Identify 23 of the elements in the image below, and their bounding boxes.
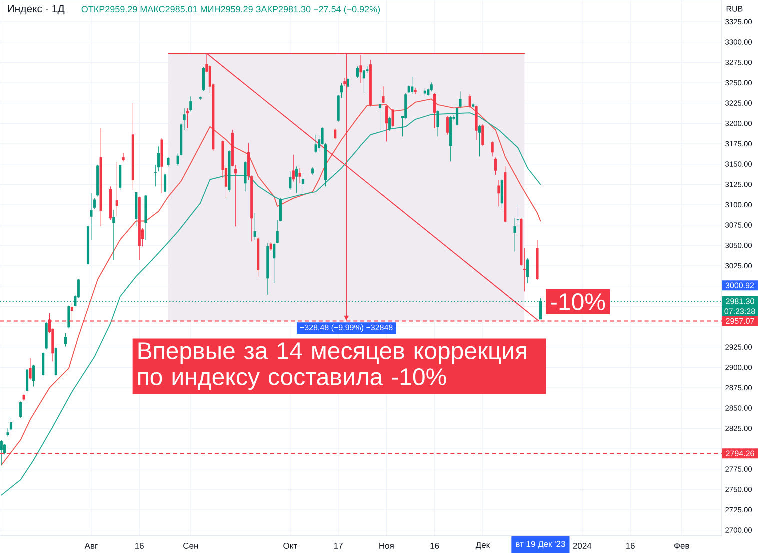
text: 3000.92: [726, 282, 754, 288]
x-tick-label: 16: [430, 542, 440, 549]
x-tick-label: Окт: [284, 542, 298, 549]
ref-line-label: 2957.07: [726, 318, 754, 324]
x-tick-label: Ноя: [380, 543, 394, 549]
chart-title: Индекс · 1Д: [8, 5, 65, 15]
x-tick-label: 2024: [573, 542, 592, 549]
x-tick-label: 16: [136, 542, 144, 549]
text: ОТКР2959.29 МАКС2985.01 МИН2959.29 ЗАКР2981.30 −27.54 (−0.92%): [82, 6, 380, 14]
annotation: -10%: [551, 293, 606, 310]
annotation: −328.48 (−9.99%) −32848: [300, 324, 393, 332]
x-tick-label: Авг: [84, 543, 98, 549]
text: вт 19 Дек '23: [516, 541, 566, 549]
x-tick-label: Фев: [674, 542, 690, 549]
text: 07:23:28: [724, 308, 756, 314]
ref-line-label: 2981.30: [726, 298, 754, 304]
x-tick-label: 16: [626, 542, 635, 549]
y-axis-title: RUB: [726, 6, 743, 12]
x-tick-label: Сен: [184, 542, 198, 549]
annotation: Впервые за 14 месяцев коррекция по индексу составила -10%: [138, 342, 526, 390]
x-tick-label: 17: [334, 543, 343, 549]
x-tick-label: Дек: [476, 542, 490, 550]
ref-line-label: 2794.26: [726, 450, 754, 456]
